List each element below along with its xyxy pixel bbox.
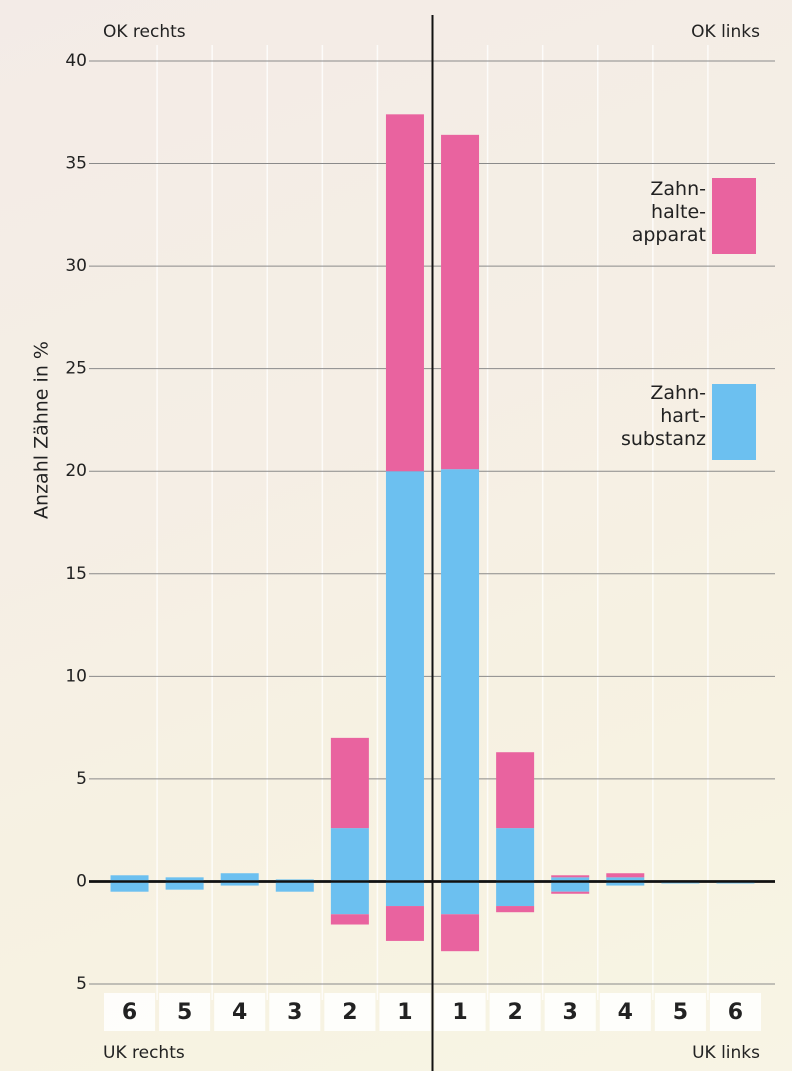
bar-segment [441, 881, 480, 915]
corner-label: UK rechts [103, 1043, 185, 1063]
bar-segment [551, 877, 590, 882]
bar-segment [551, 881, 590, 892]
bar-segment [275, 881, 314, 892]
y-tick-label: 5 [76, 769, 87, 789]
legend-label: Zahn- halte- apparat [631, 178, 706, 246]
x-tick-label: 4 [232, 1000, 247, 1025]
bar-segment [385, 471, 424, 882]
bar-segment [441, 914, 480, 952]
bar-segment [220, 881, 259, 886]
bar-segment [496, 752, 535, 829]
category-box [489, 993, 541, 1031]
bar-segment [606, 881, 645, 886]
bar-segment [220, 873, 259, 882]
bar-segment [385, 906, 424, 941]
bar-segment [330, 914, 369, 925]
x-tick-label: 2 [342, 1000, 357, 1025]
y-tick-label: 40 [65, 51, 87, 71]
category-box [159, 993, 211, 1031]
bar-segment [606, 877, 645, 882]
x-tick-label: 1 [397, 1000, 412, 1025]
bar-segment [441, 134, 480, 470]
bar-segment [606, 873, 645, 878]
corner-label: OK rechts [103, 22, 186, 42]
corner-label: OK links [691, 22, 760, 42]
y-tick-label: 35 [65, 154, 87, 174]
bar-segment [110, 881, 149, 892]
x-tick-label: 3 [287, 1000, 302, 1025]
category-box [379, 993, 431, 1031]
legend-label: Zahn- hart- substanz [620, 382, 706, 450]
bar-segment [496, 881, 535, 907]
y-tick-label: 10 [65, 666, 87, 686]
y-axis-label: Anzahl Zähne in % [31, 341, 53, 519]
y-tick-label: 25 [65, 359, 87, 379]
x-tick-label: 1 [452, 1000, 467, 1025]
bar-segment [330, 881, 369, 915]
bar-segment [385, 114, 424, 472]
category-box [324, 993, 376, 1031]
category-box [654, 993, 706, 1031]
bar-segment [165, 877, 204, 882]
bar-segment [110, 875, 149, 882]
bar-segment [551, 891, 590, 894]
y-tick-label: 20 [65, 461, 87, 481]
bar-segment [551, 875, 590, 878]
x-tick-label: 6 [122, 1000, 137, 1025]
y-tick-label: 30 [65, 256, 87, 276]
x-tick-label: 5 [177, 1000, 192, 1025]
x-tick-label: 3 [563, 1000, 578, 1025]
x-tick-label: 6 [728, 1000, 743, 1025]
y-tick-label: 5 [76, 974, 87, 994]
category-box [434, 993, 486, 1031]
bar-segment [385, 881, 424, 907]
category-box [544, 993, 596, 1031]
y-tick-label: 15 [65, 564, 87, 584]
bar-segment [441, 469, 480, 882]
category-box [269, 993, 321, 1031]
x-tick-label: 2 [507, 1000, 522, 1025]
y-tick-label: 0 [76, 871, 87, 891]
bar-segment [330, 828, 369, 882]
bar-segment [165, 881, 204, 890]
bar-segment [496, 828, 535, 882]
bar-segment [330, 737, 369, 829]
category-box [709, 993, 761, 1031]
category-box [599, 993, 651, 1031]
x-tick-label: 5 [673, 1000, 688, 1025]
legend-swatch [712, 178, 756, 254]
legend-swatch [712, 384, 756, 460]
category-box [214, 993, 266, 1031]
corner-label: UK links [692, 1043, 760, 1063]
x-tick-label: 4 [618, 1000, 633, 1025]
category-box [104, 993, 156, 1031]
bar-segment [496, 906, 535, 913]
